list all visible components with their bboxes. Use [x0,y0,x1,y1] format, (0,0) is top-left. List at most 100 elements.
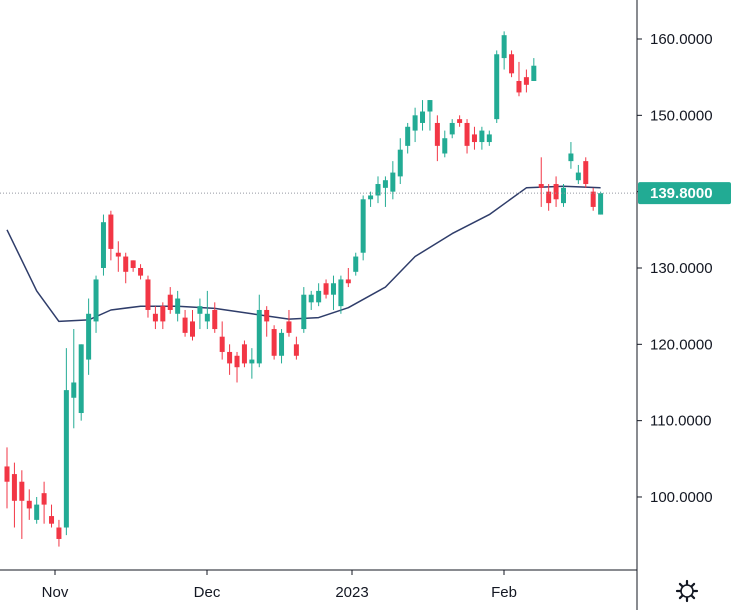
candle [531,58,537,81]
candle [160,302,166,330]
candle-body [190,321,195,337]
candle [227,344,233,375]
candle-body [301,294,307,330]
candle-body [583,161,589,185]
candle [449,119,455,139]
candle-body [123,256,129,272]
candle-body [167,294,173,310]
candle-body [308,294,314,303]
candle [368,191,374,207]
candle [479,126,485,150]
candle [598,191,604,215]
candle [397,138,403,185]
candle-body [375,184,381,196]
candle [316,283,322,307]
candle [471,126,477,150]
candle [509,50,515,78]
candle [360,195,366,261]
candle-body [449,122,455,135]
candle-body [100,222,106,268]
candle-body [286,321,292,333]
candle [501,31,507,70]
last-price-value: 139.8000 [650,185,713,202]
candle-body [516,80,522,93]
candle-body [338,279,344,307]
candle [420,100,426,131]
candle-body [494,54,500,120]
gear-icon[interactable] [675,579,699,603]
candle [212,302,218,333]
candle-body [382,180,388,188]
candle [279,329,285,364]
candle [152,306,158,330]
candle-body [115,252,121,257]
candle-body [26,500,32,509]
candle-body [471,134,477,143]
candle [145,275,151,318]
candle-body [412,115,418,131]
candle [405,122,411,154]
candle [293,336,299,360]
candle [219,321,225,360]
candle-body [486,134,492,143]
candle [330,275,336,310]
candle [241,340,247,368]
candle-body [212,309,218,330]
candle-body [575,172,581,181]
candle-body [501,35,507,59]
time-tick-label: Nov [42,584,69,601]
candle [523,69,529,93]
candle-body [175,298,181,314]
candle-body [256,309,262,364]
candle-body [368,195,374,200]
candle [464,119,470,154]
price-axis[interactable]: 160.0000150.0000140.0000130.0000120.0000… [637,31,713,506]
candle [234,351,240,383]
candle-body [86,313,92,360]
candle-body [538,184,544,188]
price-tick-label: 120.0000 [650,336,713,353]
candle-body [49,516,55,524]
candle-body [568,153,574,162]
candle-body [152,313,158,322]
candle [286,309,292,337]
candle-body [219,336,225,352]
candle [271,325,277,360]
candle-body [330,283,336,295]
candle-body [464,122,470,146]
candle [457,115,463,127]
candle-body [145,279,151,310]
price-tick-label: 150.0000 [650,107,713,124]
candle [190,309,195,341]
candle [338,275,344,314]
candle [63,348,69,536]
candle [301,287,307,333]
last-price-badge: 139.8000 [638,182,731,205]
candle [375,176,381,204]
candle [308,290,314,310]
candle [486,130,492,146]
candle [442,130,448,158]
candle [575,164,581,185]
candle-body [360,199,366,253]
candle-body [138,267,144,276]
candle [323,279,329,299]
candle [86,298,92,375]
last-price-badge-bg [638,182,731,205]
time-axis[interactable]: Nov Dec 2023 Feb [42,570,517,601]
price-tick-label: 110.0000 [650,413,711,430]
candle [175,290,181,322]
candle [353,252,359,276]
candle-body [397,149,403,177]
candle [49,504,55,528]
candle-body [457,119,463,123]
time-tick-label: 2023 [335,584,368,601]
candle-body [420,111,426,123]
candle-body [234,355,240,368]
candle-body [509,54,515,74]
candle-body [241,344,247,364]
time-tick-label: Feb [491,584,517,601]
candle [108,210,114,261]
price-tick-label: 100.0000 [650,489,713,506]
